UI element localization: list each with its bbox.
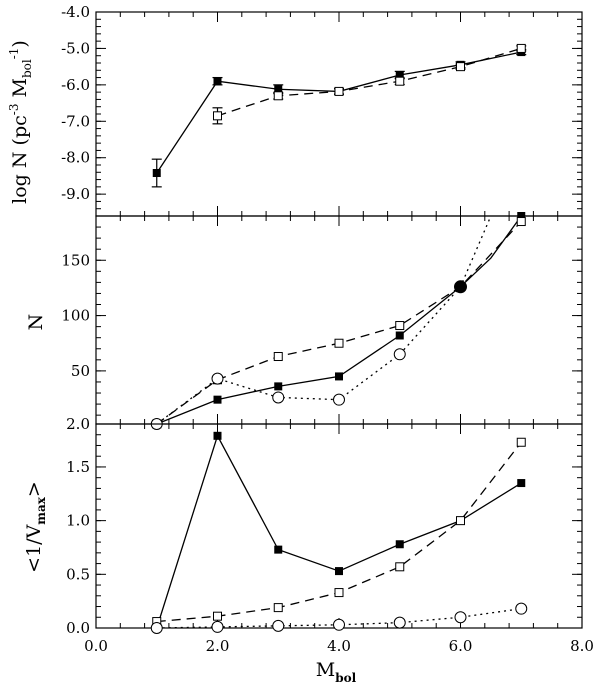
panel-2-series-3	[150, 216, 492, 430]
data-point	[213, 611, 222, 621]
data-point	[272, 619, 285, 632]
data-point	[213, 431, 222, 440]
data-point	[395, 71, 404, 80]
data-point	[150, 622, 163, 634]
panel-1-series-1	[151, 48, 527, 188]
data-point	[152, 169, 161, 178]
panel-1-frame	[95, 11, 583, 217]
data-point	[516, 437, 526, 447]
data-point	[454, 611, 467, 624]
data-point	[393, 616, 406, 629]
x-tick-label: 2.0	[206, 637, 230, 655]
panel-2: 2.0 50 100 150	[61, 212, 583, 433]
data-point	[213, 77, 222, 86]
panel-2-frame	[95, 215, 583, 425]
panel-1-ylabel: log N (pc-3 Mbol-1)	[7, 40, 34, 204]
data-point	[516, 43, 526, 53]
data-point	[273, 603, 283, 613]
y-tick-label: 50	[71, 362, 90, 380]
y-tick-label: 0.5	[66, 565, 90, 583]
x-tick-label: 6.0	[449, 637, 473, 655]
y-tick-label: 0.0	[66, 619, 90, 637]
y-tick-label: 100	[61, 307, 90, 325]
y-tick-label: 1.5	[66, 458, 90, 476]
data-point	[272, 391, 285, 404]
y-tick-label: -4.0	[61, 3, 90, 21]
data-point	[517, 212, 526, 220]
x-tick-label: 0.0	[84, 637, 108, 655]
data-point	[393, 348, 406, 361]
data-point	[213, 395, 222, 404]
y-tick-label: -5.0	[61, 39, 90, 57]
data-point	[333, 618, 345, 631]
panel-3-series-1	[152, 431, 526, 632]
data-point	[334, 588, 344, 598]
series-line	[217, 47, 522, 117]
y-tick-label: -6.0	[61, 76, 90, 94]
data-point	[335, 372, 343, 381]
panel-1: -9.0 -8.0 -7.0 -6.0 -5.0 -4.0	[61, 3, 583, 217]
x-axis-title: Mbol	[316, 659, 357, 685]
data-point	[456, 62, 465, 72]
y-tick-label: 1.0	[66, 512, 90, 530]
data-point	[273, 352, 283, 362]
panel-3-series-2	[152, 437, 526, 627]
series-line	[156, 216, 492, 424]
panel-3: 0.0 0.5 1.0 1.5 0.0 2.0 4.0 6.0 8.0	[66, 423, 594, 655]
panel-1-series-2	[212, 43, 527, 125]
data-point	[274, 545, 283, 554]
data-point	[273, 91, 283, 101]
data-point	[213, 111, 222, 121]
x-tick-label: 4.0	[327, 637, 351, 655]
data-point	[274, 85, 283, 94]
y-tick-label: 150	[61, 251, 90, 269]
panel-3-series-3	[150, 602, 528, 634]
series-line	[156, 216, 522, 424]
data-point	[454, 280, 467, 294]
data-point	[333, 393, 345, 406]
panel-2-ylabel: N	[25, 314, 47, 331]
data-point	[456, 516, 465, 526]
data-point	[211, 372, 224, 385]
y-tick-label: -8.0	[61, 149, 90, 167]
data-point	[395, 321, 405, 331]
series-line	[156, 434, 522, 628]
data-point	[395, 331, 404, 340]
series-line	[156, 221, 522, 424]
data-point	[515, 602, 528, 615]
y-tick-label: 2.0	[66, 415, 90, 433]
panel-3-frame	[95, 423, 583, 629]
data-point	[517, 479, 526, 488]
data-point	[334, 338, 344, 348]
x-tick-label: 8.0	[570, 637, 594, 655]
data-point	[211, 620, 224, 633]
data-point	[395, 76, 405, 86]
data-point	[335, 567, 343, 576]
data-point	[395, 540, 404, 549]
series-line	[156, 51, 522, 174]
data-point	[274, 382, 283, 391]
data-point	[395, 562, 405, 572]
y-tick-label: -7.0	[61, 112, 90, 130]
data-point	[334, 86, 344, 96]
y-tick-label: -9.0	[61, 185, 90, 203]
data-point	[516, 217, 526, 227]
panel-3-ylabel: <1/Vmax>	[23, 481, 48, 573]
